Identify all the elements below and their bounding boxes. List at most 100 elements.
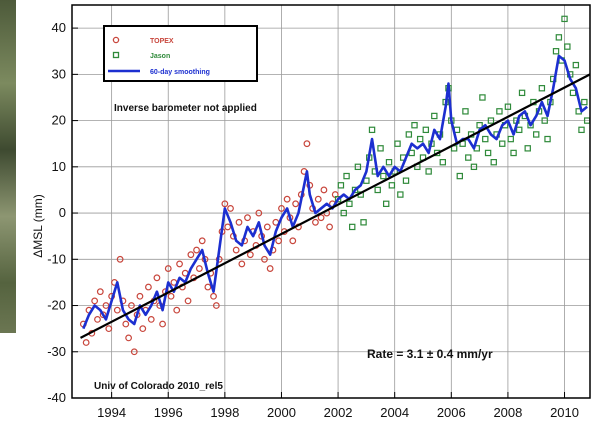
jason-point <box>394 140 401 147</box>
topex-point <box>125 334 133 342</box>
jason-point <box>377 145 384 152</box>
jason-point <box>561 15 568 23</box>
topex-point <box>193 246 200 254</box>
jason-point <box>578 126 585 134</box>
topex-point <box>164 265 172 272</box>
jason-point <box>510 149 517 157</box>
topex-point <box>173 306 181 314</box>
topex-point <box>136 292 144 300</box>
y-tick-label: -20 <box>47 298 66 313</box>
topex-point <box>187 251 195 259</box>
topex-point <box>275 237 283 245</box>
topex-point <box>278 205 285 212</box>
jason-point <box>405 131 413 138</box>
jason-point <box>533 131 540 138</box>
x-tick-label: 2000 <box>267 405 296 420</box>
legend-smoothing-label: 60-day smoothing <box>150 69 210 76</box>
topex-point <box>283 195 291 203</box>
topex-point <box>314 195 322 203</box>
topex-point <box>289 237 297 245</box>
jason-point <box>354 163 362 171</box>
topex-point <box>221 200 229 208</box>
jason-point <box>538 85 546 92</box>
topex-point <box>326 223 333 231</box>
plot-frame <box>71 4 591 399</box>
jason-point <box>368 126 376 134</box>
jason-point <box>518 89 526 97</box>
topex-point <box>91 297 99 305</box>
jason-point <box>470 163 478 171</box>
legend-jason-marker <box>112 51 120 59</box>
topex-point <box>238 260 246 268</box>
topex-point <box>244 214 251 222</box>
legend-topex-label: TOPEX <box>150 38 174 45</box>
topex-point <box>320 186 328 194</box>
topex-point <box>210 292 217 300</box>
topex-point <box>122 320 130 328</box>
y-tick-label: 40 <box>52 20 66 35</box>
jason-point <box>346 200 353 208</box>
topex-point <box>167 292 175 300</box>
topex-point <box>255 209 263 217</box>
jason-point <box>349 223 356 231</box>
y-tick-label: -40 <box>47 390 66 405</box>
jason-point <box>572 61 580 69</box>
topex-point <box>96 288 104 296</box>
topex-point <box>105 325 113 333</box>
y-tick-label: 20 <box>52 113 66 128</box>
topex-point <box>303 140 311 148</box>
jason-point <box>499 140 506 147</box>
topex-point <box>128 302 135 309</box>
topex-point <box>195 265 203 272</box>
jason-point <box>343 172 350 180</box>
topex-point <box>99 311 107 319</box>
trend-line <box>79 73 591 339</box>
jason-point <box>380 172 387 180</box>
topex-point <box>82 339 90 346</box>
smoothing-line <box>82 54 588 330</box>
y-tick-label: 10 <box>52 159 66 174</box>
legend: TOPEX Jason 60-day smoothing <box>103 25 258 82</box>
jason-point <box>462 108 469 115</box>
jason-point <box>337 182 345 189</box>
jason-point <box>496 108 503 115</box>
jason-point <box>360 219 367 226</box>
topex-point <box>102 302 110 309</box>
topex-point <box>113 306 121 314</box>
x-tick-label: 2010 <box>550 405 579 420</box>
y-tick-label: -30 <box>47 344 66 359</box>
jason-point <box>544 135 551 143</box>
topex-point <box>94 316 101 323</box>
topex-point <box>147 316 155 323</box>
jason-point <box>416 135 424 143</box>
smoothing-series <box>82 54 588 330</box>
jason-point <box>465 154 472 161</box>
jason-point <box>541 117 548 124</box>
jason-point <box>439 159 447 166</box>
jason-point <box>516 126 523 134</box>
x-tick-label: 1996 <box>154 405 183 420</box>
jason-point <box>422 126 430 134</box>
jason-point <box>581 98 588 106</box>
topex-point <box>263 223 271 231</box>
x-ticks: 1994 1996 1998 2000 2002 2004 2006 2008 2010 <box>97 392 579 420</box>
jason-point <box>476 122 483 129</box>
jason-point <box>431 112 438 120</box>
topex-point <box>145 283 152 291</box>
jason-point <box>374 186 381 194</box>
jason-point <box>482 135 489 143</box>
topex-point <box>227 205 234 212</box>
y-tick-label: 0 <box>59 205 66 220</box>
jason-point <box>397 191 404 198</box>
source-annotation: Univ of Colorado 2010_rel5 <box>94 381 223 392</box>
left-photo-strip <box>0 0 16 333</box>
jason-point <box>411 122 418 129</box>
jason-point <box>425 168 432 175</box>
topex-point <box>130 348 138 356</box>
x-tick-label: 2006 <box>437 405 466 420</box>
topex-point <box>261 255 268 263</box>
jason-point <box>334 195 342 203</box>
jason-point <box>382 200 390 208</box>
jason-point <box>456 172 463 180</box>
